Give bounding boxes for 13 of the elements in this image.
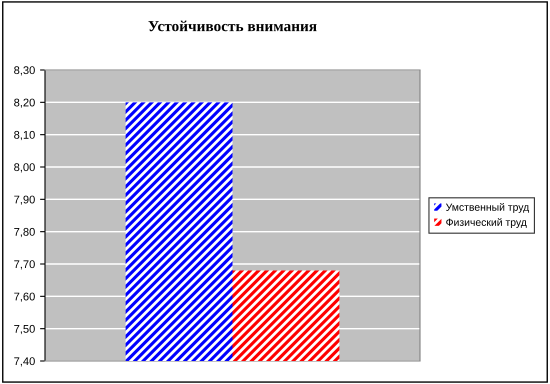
y-tick-label: 7,50 (14, 324, 35, 334)
y-tick-label: 7,40 (14, 357, 35, 366)
y-tick-label: 8,10 (14, 130, 35, 140)
legend-label: Умственный труд (446, 203, 530, 213)
y-tick-label: 8,20 (14, 98, 35, 108)
legend-label: Физический труд (446, 218, 527, 228)
y-tick-label: 7,60 (14, 292, 35, 302)
y-tick-label: 8,30 (14, 66, 35, 76)
y-tick-label: 8,00 (14, 163, 35, 172)
y-tick-label: 7,70 (14, 260, 35, 270)
chart-title: Устойчивость внимания (148, 20, 317, 32)
y-tick-label: 7,90 (14, 196, 35, 205)
y-tick-label: 7,80 (14, 228, 35, 238)
